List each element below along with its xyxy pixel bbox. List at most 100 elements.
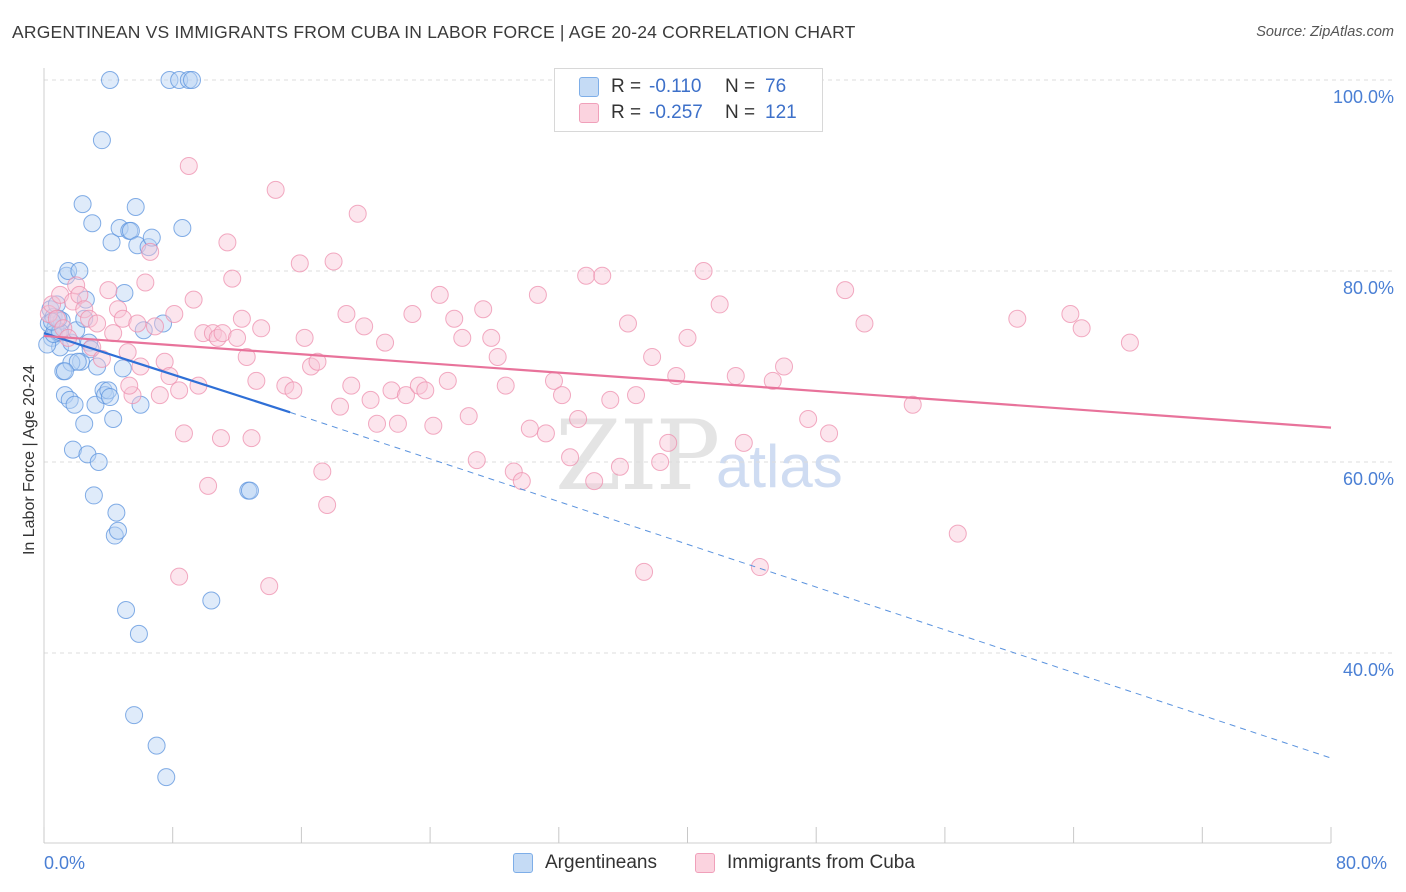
argentinean-point-40: [113, 359, 132, 378]
legend-swatch-pink: [579, 103, 599, 123]
cuba-point-118: [1008, 309, 1027, 328]
y-tick-label-40: 40.0%: [1342, 660, 1394, 680]
chart-title: ARGENTINEAN VS IMMIGRANTS FROM CUBA IN L…: [12, 22, 856, 42]
cuba-point-80: [482, 328, 501, 347]
argentinean-point-35: [104, 410, 123, 429]
cuba-point-101: [651, 453, 670, 471]
cuba-point-97: [618, 314, 637, 333]
cuba-point-114: [836, 281, 855, 300]
cuba-point-9: [75, 300, 94, 319]
cuba-point-44: [242, 429, 261, 448]
legend-label-cuba: Immigrants from Cuba: [727, 852, 915, 873]
argentinean-point-20: [73, 195, 92, 214]
cuba-point-55: [313, 462, 332, 481]
cuba-point-111: [775, 357, 794, 376]
argentinean-point-29: [92, 131, 111, 150]
cuba-point-60: [342, 376, 361, 395]
legend-row-cuba: R = -0.257 N = 121: [579, 101, 797, 125]
argentinean-point-56: [160, 71, 179, 89]
cuba-point-42: [232, 309, 251, 328]
cuba-point-95: [601, 390, 620, 409]
legend-r-label: R =: [611, 102, 642, 123]
argentinean-point-38: [109, 521, 128, 540]
argentinean-point-15: [63, 440, 82, 459]
legend-item-cuba[interactable]: Immigrants from Cuba: [695, 852, 915, 874]
cuba-point-65: [376, 333, 395, 352]
argentinean-point-57: [170, 71, 189, 89]
cuba-point-106: [710, 295, 729, 314]
cuba-point-122: [120, 376, 139, 395]
source-credit: Source: ZipAtlas.com: [1256, 24, 1394, 40]
cuba-point-34: [194, 324, 213, 343]
argentinean-point-32: [99, 381, 118, 400]
cuba-point-76: [453, 328, 472, 347]
cuba-point-46: [252, 319, 271, 338]
legend-n-value: 121: [765, 102, 797, 123]
cuba-point-52: [295, 328, 314, 347]
cuba-point-124: [211, 429, 230, 448]
argentinean-point-28: [89, 453, 108, 471]
cuba-trend-line: [43, 334, 1332, 429]
cuba-point-69: [403, 304, 422, 323]
x-tick-label-max: 80.0%: [1336, 853, 1388, 873]
cuba-point-57: [324, 252, 343, 271]
cuba-point-74: [438, 371, 457, 390]
cuba-point-112: [799, 410, 818, 429]
argentinean-point-27: [86, 395, 105, 414]
cuba-point-48: [266, 180, 285, 199]
cuba-point-73: [430, 285, 449, 304]
cuba-point-63: [361, 390, 380, 409]
cuba-point-71: [416, 381, 435, 400]
cuba-point-96: [610, 457, 629, 476]
argentinean-point-64: [100, 71, 119, 89]
cuba-point-45: [247, 371, 266, 390]
cuba-point-113: [820, 424, 839, 443]
argentinean-point-69: [68, 352, 87, 371]
cuba-point-94: [593, 266, 612, 285]
legend-label-argentineans: Argentineans: [545, 852, 657, 873]
argentinean-point-53: [147, 736, 166, 755]
legend-r-value: -0.257: [649, 102, 703, 123]
argentinean-point-45: [125, 706, 144, 725]
legend-n-label: N =: [725, 76, 756, 97]
cuba-point-116: [903, 395, 922, 414]
cuba-point-85: [520, 419, 539, 438]
cuba-point-115: [855, 314, 874, 333]
cuba-point-68: [396, 386, 415, 405]
cuba-point-39: [218, 233, 237, 252]
cuba-point-66: [382, 381, 401, 400]
argentinean-point-55: [157, 768, 176, 787]
cuba-point-25: [150, 386, 169, 405]
cuba-point-120: [1072, 319, 1091, 338]
cuba-point-15: [104, 324, 123, 343]
argentinean-point-37: [107, 503, 126, 522]
argentinean-point-13: [60, 390, 79, 409]
cuba-point-14: [99, 281, 118, 300]
cuba-point-38: [213, 324, 232, 343]
argentinean-point-60: [183, 71, 202, 89]
cuba-point-47: [260, 577, 279, 596]
cuba-point-20: [128, 314, 147, 333]
cuba-point-119: [1061, 304, 1080, 323]
cuba-point-19: [123, 386, 142, 405]
cuba-point-93: [585, 472, 604, 491]
cuba-point-2: [47, 309, 66, 328]
cuba-point-98: [627, 386, 646, 405]
legend-swatch-blue: [513, 853, 533, 873]
cuba-point-84: [512, 472, 531, 491]
argentinean-point-10: [55, 386, 74, 405]
cuba-point-87: [536, 424, 555, 443]
argentinean-point-18: [70, 262, 89, 280]
cuba-point-54: [308, 352, 327, 371]
cuba-point-58: [331, 397, 350, 416]
cuba-point-92: [577, 266, 596, 285]
cuba-point-72: [424, 416, 443, 435]
argentinean-point-21: [75, 414, 94, 433]
cuba-point-13: [92, 349, 111, 368]
cuba-point-108: [734, 433, 753, 452]
cuba-point-90: [561, 448, 580, 467]
legend-item-argentineans[interactable]: Argentineans: [513, 852, 657, 874]
cuba-point-32: [184, 290, 203, 309]
cuba-point-62: [355, 317, 374, 336]
